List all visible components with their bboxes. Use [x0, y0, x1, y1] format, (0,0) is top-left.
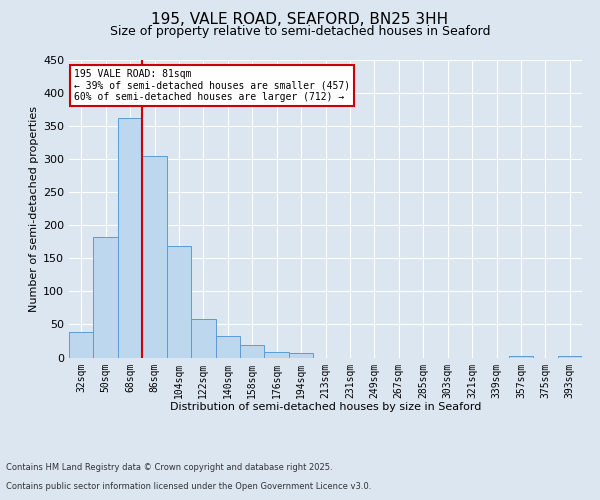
Bar [118, 118, 142, 358]
Bar [289, 353, 313, 358]
Bar [509, 356, 533, 358]
Bar [167, 246, 191, 358]
Bar [265, 352, 289, 358]
Text: Contains HM Land Registry data © Crown copyright and database right 2025.: Contains HM Land Registry data © Crown c… [6, 464, 332, 472]
Text: Contains public sector information licensed under the Open Government Licence v3: Contains public sector information licen… [6, 482, 371, 491]
Y-axis label: Number of semi-detached properties: Number of semi-detached properties [29, 106, 39, 312]
Bar [215, 336, 240, 357]
Bar [557, 356, 582, 358]
Bar [240, 345, 265, 358]
Bar [69, 332, 94, 357]
Text: 195 VALE ROAD: 81sqm
← 39% of semi-detached houses are smaller (457)
60% of semi: 195 VALE ROAD: 81sqm ← 39% of semi-detac… [74, 69, 350, 102]
Text: 195, VALE ROAD, SEAFORD, BN25 3HH: 195, VALE ROAD, SEAFORD, BN25 3HH [151, 12, 449, 28]
Text: Size of property relative to semi-detached houses in Seaford: Size of property relative to semi-detach… [110, 25, 490, 38]
Bar [94, 236, 118, 358]
Bar [191, 319, 215, 358]
Bar [142, 156, 167, 358]
X-axis label: Distribution of semi-detached houses by size in Seaford: Distribution of semi-detached houses by … [170, 402, 481, 412]
